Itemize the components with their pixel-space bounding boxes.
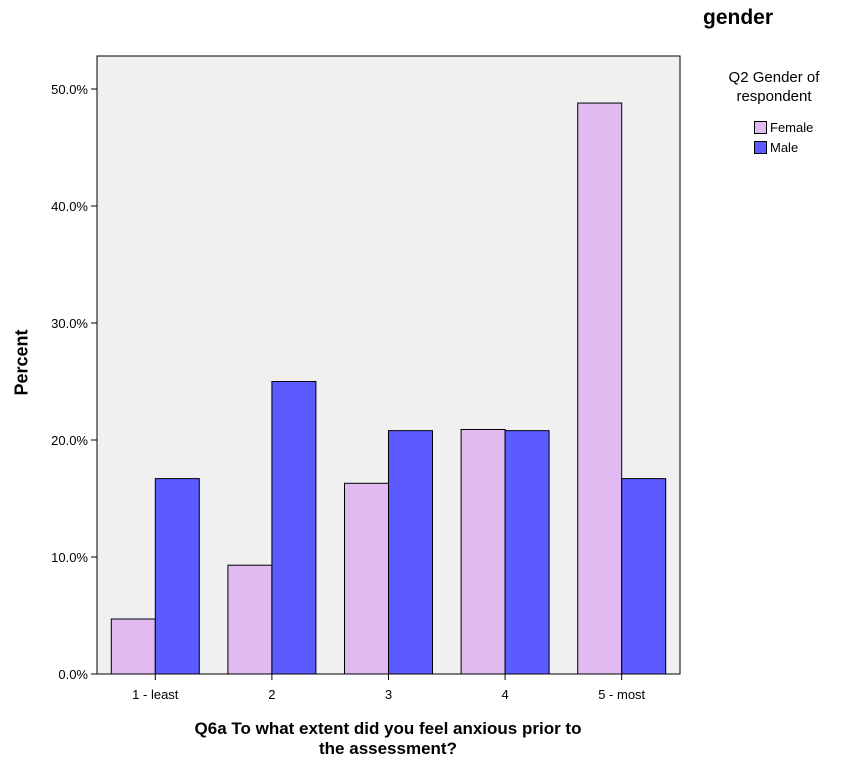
legend-title-line2: respondent [736, 88, 812, 105]
legend-label-male: Male [770, 140, 799, 155]
bar-female-4 [460, 428, 506, 675]
bar-male-1 [154, 478, 200, 675]
bar-male-2 [271, 381, 317, 675]
x-tick-label: 2 [268, 687, 275, 702]
y-tick-label: 20.0% [51, 433, 88, 448]
y-tick-label: 0.0% [58, 667, 88, 682]
bar-female-2 [227, 564, 273, 675]
legend-item-female: Female [754, 120, 813, 135]
y-axis-label: Percent [11, 329, 32, 396]
legend-item-male: Male [754, 140, 798, 155]
x-axis-label-line1: Q6a To what extent did you feel anxious … [194, 719, 582, 738]
x-tick-label: 1 - least [132, 687, 179, 702]
bars-group [110, 102, 667, 675]
legend-swatch-male [754, 141, 767, 154]
x-tick-label: 5 - most [598, 687, 645, 702]
x-axis: 1 - least 2 3 4 5 - most [132, 674, 646, 702]
x-axis-label: Q6a To what extent did you feel anxious … [88, 719, 688, 759]
legend-label-female: Female [770, 120, 814, 135]
x-tick-label: 4 [501, 687, 508, 702]
legend: Q2 Gender of respondent Female Male [704, 68, 844, 155]
bar-female-1 [110, 618, 156, 675]
y-tick-label: 30.0% [51, 316, 88, 331]
y-tick-label: 50.0% [51, 82, 88, 97]
bar-male-3 [388, 430, 433, 675]
y-tick-label: 10.0% [51, 550, 88, 565]
y-tick-label: 40.0% [51, 199, 88, 214]
bar-female-5 [577, 102, 623, 675]
legend-title-line1: Q2 Gender of [728, 69, 820, 86]
x-axis-label-line2: the assessment? [319, 739, 457, 758]
y-axis: 0.0% 10.0% 20.0% 30.0% 40.0% 50.0% [51, 82, 97, 682]
chart-title: gender [703, 6, 774, 29]
bar-male-5 [621, 478, 667, 675]
bar-male-4 [504, 430, 550, 675]
bar-female-3 [344, 482, 389, 675]
legend-swatch-female [754, 121, 767, 134]
x-tick-label: 3 [385, 687, 392, 702]
